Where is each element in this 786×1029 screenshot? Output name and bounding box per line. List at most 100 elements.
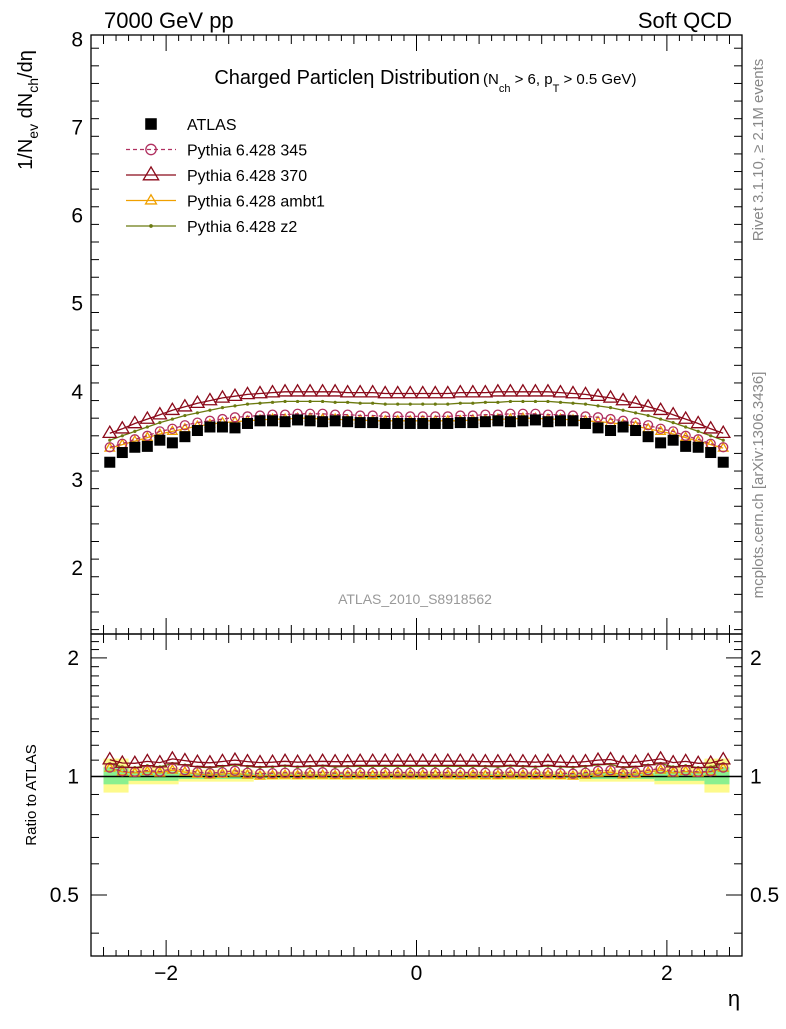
marker-triangle bbox=[101, 751, 118, 765]
marker-dot bbox=[533, 399, 538, 404]
marker-circle bbox=[467, 767, 478, 778]
marker-triangle bbox=[114, 754, 131, 768]
marker-triangle bbox=[302, 753, 318, 767]
marker-square bbox=[642, 431, 654, 443]
ratio-line bbox=[109, 766, 724, 775]
marker-triangle bbox=[527, 753, 544, 768]
marker-triangle bbox=[454, 769, 467, 780]
marker-triangle bbox=[327, 383, 343, 397]
marker-triangle bbox=[590, 387, 606, 402]
marker-square bbox=[680, 440, 692, 452]
marker-triangle bbox=[565, 385, 581, 399]
marker-triangle bbox=[414, 752, 431, 767]
marker-circle bbox=[542, 767, 554, 778]
marker-square bbox=[329, 415, 341, 427]
marker-square bbox=[354, 417, 366, 429]
marker-triangle bbox=[289, 383, 306, 397]
marker-circle bbox=[505, 767, 516, 778]
marker-dot bbox=[358, 401, 362, 405]
marker-circle bbox=[267, 768, 278, 779]
marker-square bbox=[692, 441, 704, 453]
marker-triangle bbox=[227, 387, 243, 402]
series-line bbox=[109, 391, 724, 434]
marker-square bbox=[442, 417, 454, 429]
marker-square bbox=[404, 417, 416, 429]
marker-triangle bbox=[677, 753, 694, 767]
marker-triangle bbox=[291, 769, 304, 780]
ratio-tick-label-right: 0.5 bbox=[750, 884, 779, 907]
marker-dot bbox=[421, 402, 425, 406]
marker-triangle bbox=[339, 384, 356, 398]
legend-label: Pythia 6.428 z2 bbox=[187, 219, 297, 236]
marker-triangle bbox=[490, 383, 506, 397]
marker-dot bbox=[659, 417, 663, 421]
marker-circle bbox=[179, 420, 191, 431]
marker-square bbox=[166, 437, 178, 449]
marker-triangle bbox=[144, 193, 158, 205]
marker-triangle bbox=[239, 753, 256, 767]
marker-dot bbox=[233, 404, 237, 408]
marker-triangle bbox=[304, 768, 316, 779]
marker-square bbox=[129, 441, 141, 453]
marker-circle bbox=[167, 423, 178, 434]
marker-circle bbox=[405, 767, 416, 778]
legend-label: Pythia 6.428 370 bbox=[187, 168, 307, 185]
marker-triangle bbox=[652, 750, 669, 764]
marker-circle bbox=[342, 767, 353, 778]
main-plot-area: 2 3 4 5 6 7 8 bbox=[71, 28, 743, 635]
mcplots-label: mcplots.cern.ch [arXiv:1306.3436] bbox=[750, 372, 767, 599]
marker-triangle bbox=[477, 384, 494, 398]
marker-circle bbox=[380, 767, 391, 778]
marker-triangle bbox=[229, 766, 241, 777]
marker-circle bbox=[167, 763, 178, 774]
marker-square bbox=[145, 118, 157, 130]
marker-triangle bbox=[239, 386, 256, 400]
marker-circle bbox=[242, 767, 253, 778]
y-tick-label: 5 bbox=[71, 293, 83, 316]
marker-circle bbox=[329, 768, 341, 779]
marker-triangle bbox=[690, 415, 706, 429]
marker-triangle bbox=[640, 398, 656, 412]
marker-triangle bbox=[416, 768, 429, 779]
marker-circle bbox=[617, 768, 629, 779]
marker-triangle bbox=[429, 768, 442, 779]
marker-square bbox=[705, 447, 717, 459]
marker-dot bbox=[483, 400, 487, 404]
analysis-watermark: ATLAS_2010_S8918562 bbox=[338, 591, 492, 607]
ratio-series-pythia-6-428-345 bbox=[104, 762, 729, 779]
marker-triangle bbox=[615, 392, 631, 406]
marker-dot bbox=[149, 224, 153, 228]
marker-circle bbox=[655, 763, 666, 774]
marker-circle bbox=[392, 767, 403, 778]
marker-triangle bbox=[690, 754, 706, 769]
marker-triangle bbox=[441, 768, 454, 779]
chart-title-sub: (Nch > 6, pT > 0.5 GeV) bbox=[483, 71, 636, 95]
marker-circle bbox=[655, 423, 666, 434]
marker-dot bbox=[396, 402, 400, 406]
marker-dot bbox=[145, 425, 149, 429]
marker-triangle bbox=[502, 383, 519, 397]
marker-circle bbox=[630, 767, 641, 778]
marker-triangle bbox=[379, 768, 392, 779]
marker-dot bbox=[183, 413, 187, 418]
marker-triangle bbox=[101, 424, 118, 439]
marker-circle bbox=[480, 767, 491, 778]
marker-triangle bbox=[515, 753, 531, 767]
marker-triangle bbox=[227, 751, 243, 765]
marker-triangle bbox=[266, 769, 279, 780]
marker-triangle bbox=[139, 753, 156, 767]
marker-triangle bbox=[652, 401, 669, 416]
marker-dot bbox=[446, 402, 450, 406]
marker-triangle bbox=[277, 383, 293, 397]
marker-triangle bbox=[479, 769, 492, 780]
marker-triangle bbox=[654, 425, 667, 436]
x-axis-label: η bbox=[728, 986, 740, 1011]
marker-circle bbox=[104, 762, 115, 773]
marker-dot bbox=[721, 438, 725, 442]
marker-triangle bbox=[402, 385, 419, 399]
marker-triangle bbox=[152, 406, 168, 420]
marker-square bbox=[216, 421, 228, 433]
marker-triangle bbox=[579, 768, 592, 779]
marker-dot bbox=[220, 406, 225, 410]
marker-dot bbox=[120, 434, 124, 438]
